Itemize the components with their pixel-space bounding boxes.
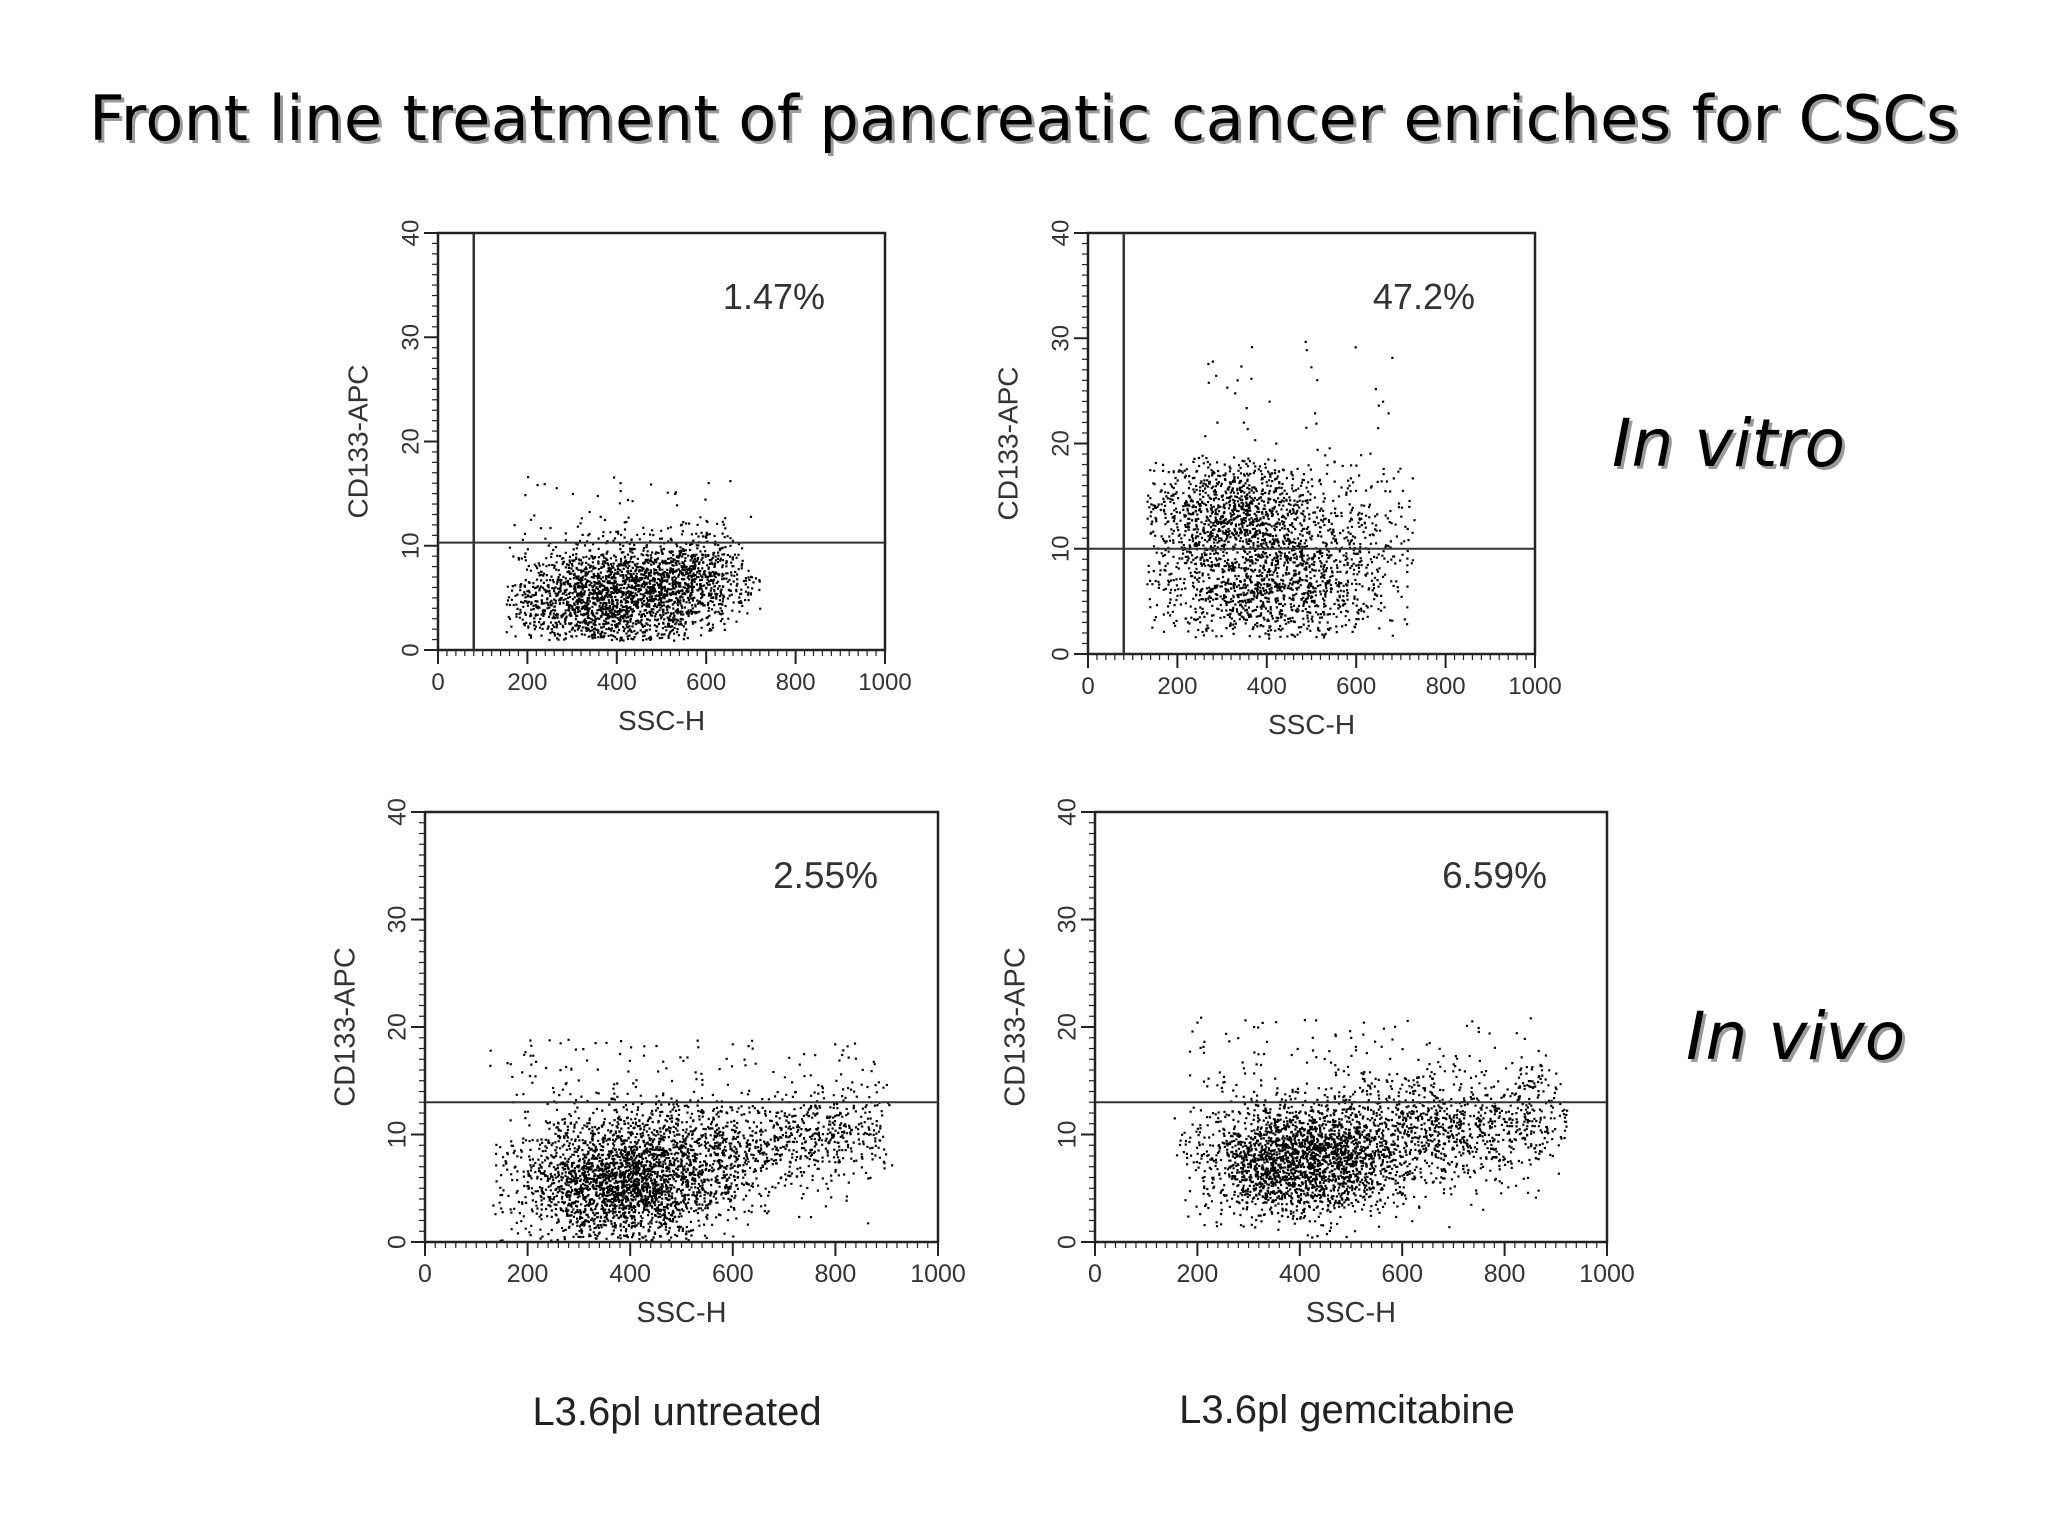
x-tick-label: 0 xyxy=(431,669,444,696)
cell-events xyxy=(1173,1016,1569,1239)
y-tick-label: 40 xyxy=(1054,798,1082,826)
x-tick-label: 800 xyxy=(776,669,816,696)
y-axis-label: CD133-APC xyxy=(330,947,362,1107)
x-tick-label: 800 xyxy=(1484,1260,1526,1288)
row-label-in-vitro: In vitro xyxy=(1612,405,1846,482)
x-tick-label: 600 xyxy=(712,1260,754,1288)
y-tick-label: 0 xyxy=(1047,647,1074,660)
y-tick-label: 30 xyxy=(397,324,424,351)
x-tick-label: 200 xyxy=(507,1260,549,1288)
y-tick-label: 20 xyxy=(384,1013,412,1041)
y-tick-label: 10 xyxy=(1054,1121,1082,1149)
y-axis-label: CD133-APC xyxy=(342,364,373,518)
gate-percentage: 1.47% xyxy=(723,276,825,317)
cell-events xyxy=(489,1038,894,1242)
y-axis-label: CD133-APC xyxy=(992,366,1023,520)
y-tick-label: 20 xyxy=(397,428,424,455)
x-tick-label: 0 xyxy=(1081,673,1094,700)
row-label-in-vivo: In vivo xyxy=(1686,998,1906,1075)
condition-label-untreated: L3.6pl untreated xyxy=(532,1390,822,1434)
cell-events xyxy=(505,476,762,642)
y-tick-label: 10 xyxy=(397,532,424,559)
event-dots xyxy=(489,1038,894,1242)
event-dots xyxy=(1173,1016,1569,1239)
event-dots xyxy=(505,476,762,642)
x-tick-label: 600 xyxy=(1336,673,1376,700)
x-tick-label: 400 xyxy=(597,669,637,696)
scatter-panel-4: 0 200 400 600 800 1000 0 10 20 30 40 SSC-H CD133-APC… xyxy=(1000,798,1635,1329)
x-tick-label: 400 xyxy=(1247,673,1287,700)
y-tick-label: 20 xyxy=(1054,1013,1082,1041)
x-tick-label: 600 xyxy=(686,669,726,696)
y-tick-label: 0 xyxy=(384,1235,412,1249)
condition-label-gemcitabine: L3.6pl gemcitabine xyxy=(1179,1388,1515,1432)
x-tick-label: 1000 xyxy=(1508,673,1561,700)
y-tick-label: 30 xyxy=(1047,325,1074,352)
slide-title: Front line treatment of pancreatic cance… xyxy=(89,82,1959,155)
y-tick-label: 10 xyxy=(384,1121,412,1149)
x-axis-label: SSC-H xyxy=(618,705,705,736)
scatter-panel-2: 0 200 400 600 800 1000 0 10 20 30 40 SSC-H CD133-APC… xyxy=(992,220,1561,740)
x-tick-label: 200 xyxy=(507,669,547,696)
x-axis-label: SSC-H xyxy=(1306,1297,1396,1329)
event-dots xyxy=(1146,340,1416,640)
cell-events xyxy=(1146,340,1416,640)
scatter-panel-3: 0 200 400 600 800 1000 0 10 20 30 40 SSC-H CD133-APC… xyxy=(330,798,966,1329)
x-tick-label: 1000 xyxy=(858,669,911,696)
y-tick-label: 40 xyxy=(384,798,412,826)
y-tick-label: 0 xyxy=(1054,1235,1082,1249)
y-tick-label: 20 xyxy=(1047,430,1074,457)
x-tick-label: 0 xyxy=(418,1260,432,1288)
x-axis-label: SSC-H xyxy=(1268,709,1355,740)
x-tick-label: 1000 xyxy=(910,1260,966,1288)
x-tick-label: 200 xyxy=(1177,1260,1219,1288)
x-tick-label: 400 xyxy=(609,1260,651,1288)
y-tick-label: 40 xyxy=(1047,220,1074,247)
gate-percentage: 47.2% xyxy=(1373,276,1475,317)
x-tick-label: 1000 xyxy=(1579,1260,1635,1288)
x-axis-label: SSC-H xyxy=(636,1297,726,1329)
x-tick-label: 800 xyxy=(815,1260,857,1288)
y-tick-label: 40 xyxy=(397,220,424,247)
y-tick-label: 10 xyxy=(1047,535,1074,562)
y-tick-label: 30 xyxy=(384,906,412,934)
x-tick-label: 200 xyxy=(1157,673,1197,700)
y-tick-label: 30 xyxy=(1054,906,1082,934)
y-tick-label: 0 xyxy=(397,643,424,656)
scatter-panel-1: 0 200 400 600 800 1000 0 10 20 30 40 SSC-H CD133-APC… xyxy=(342,220,911,736)
x-tick-label: 600 xyxy=(1381,1260,1423,1288)
gate-percentage: 2.55% xyxy=(773,855,878,896)
gate-percentage: 6.59% xyxy=(1442,855,1547,896)
x-tick-label: 800 xyxy=(1426,673,1466,700)
x-tick-label: 400 xyxy=(1279,1260,1321,1288)
x-tick-label: 0 xyxy=(1088,1260,1102,1288)
y-axis-label: CD133-APC xyxy=(1000,947,1032,1107)
